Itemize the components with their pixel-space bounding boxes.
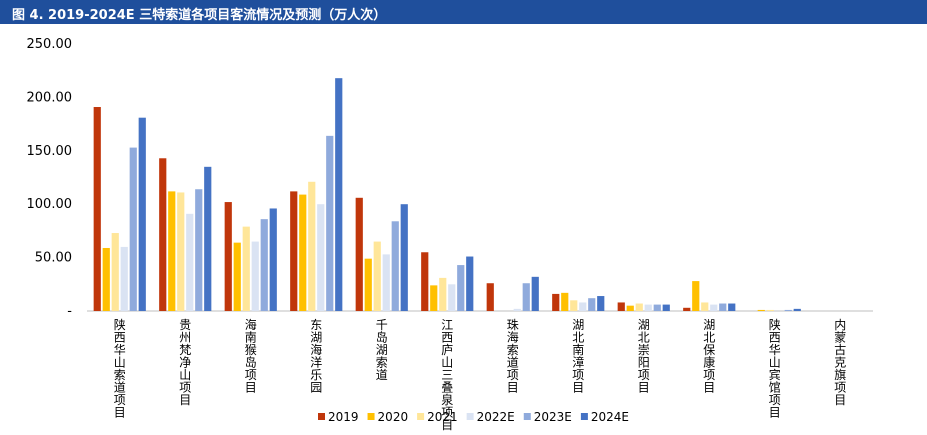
bar [448, 284, 456, 311]
bar [335, 78, 343, 311]
x-category-label: 千岛湖索道 [376, 318, 388, 382]
legend-label: 2023E [534, 410, 572, 424]
bar [120, 246, 128, 311]
legend-swatch [318, 413, 325, 420]
bar [597, 296, 605, 311]
bar [513, 308, 521, 311]
bar [421, 252, 429, 311]
y-tick-label: 200.00 [27, 90, 73, 105]
bar [102, 247, 110, 311]
bar-chart: 250.00 200.00 150.00 100.00 50.00 - 陕西华山索道项目 贵州… [27, 37, 873, 432]
bar [635, 303, 643, 311]
bar [233, 242, 241, 311]
bar [317, 204, 325, 311]
legend-swatch [580, 413, 588, 420]
bar [653, 304, 661, 311]
bar [224, 202, 232, 311]
bar [186, 213, 194, 311]
bar [168, 191, 176, 311]
legend-swatch [466, 413, 474, 420]
bar [299, 194, 307, 311]
legend-swatch [523, 413, 531, 420]
bar [552, 293, 560, 311]
bar [326, 135, 334, 311]
bar [766, 309, 774, 311]
legend-swatch [417, 413, 425, 420]
bar [701, 302, 709, 311]
x-category-label: 湖北崇阳项目 [638, 317, 650, 395]
bar [111, 233, 119, 311]
bar [177, 192, 185, 311]
bar [129, 147, 137, 311]
x-category-label: 湖北保康项目 [703, 317, 715, 395]
x-category-label: 湖北南漳项目 [572, 317, 584, 395]
legend-label: 2024E [591, 410, 629, 424]
title-bar: 图 4. 2019-2024E 三特索道各项目客流情况及预测（万人次） [0, 0, 927, 24]
bar [373, 241, 381, 311]
bar [522, 283, 530, 311]
bar [260, 219, 268, 311]
bar [570, 300, 578, 311]
bar [457, 265, 465, 311]
y-tick-label: - [67, 304, 72, 319]
bar [93, 107, 101, 312]
bar [242, 226, 250, 311]
bar [204, 166, 212, 311]
bar [561, 292, 569, 311]
bar [269, 208, 277, 311]
bar [290, 191, 298, 311]
x-category-label: 内蒙古克旗项目 [834, 318, 846, 407]
bar [617, 302, 625, 311]
bar [579, 302, 587, 311]
x-category-label: 贵州梵净山项目 [179, 318, 191, 407]
bar [531, 276, 539, 311]
bar [719, 303, 727, 311]
legend-label: 2021 [427, 410, 458, 424]
bar [588, 298, 596, 311]
bar [400, 204, 408, 311]
bar [728, 303, 736, 311]
x-category-label: 东湖海洋乐园 [310, 318, 322, 395]
x-category-label: 江西庐山三叠泉项目 [441, 318, 453, 432]
bar [692, 281, 700, 311]
bar [382, 254, 390, 311]
bar [251, 241, 259, 311]
bar [138, 117, 146, 311]
bar [355, 197, 363, 311]
x-category-label: 陕西华山索道项目 [114, 317, 126, 420]
bar [793, 308, 801, 311]
legend-label: 2020 [378, 410, 409, 424]
y-tick-label: 100.00 [27, 197, 73, 212]
bar [159, 158, 167, 311]
bar [644, 304, 652, 311]
bar [784, 309, 792, 311]
bar [757, 309, 765, 311]
y-tick-label: 250.00 [27, 37, 73, 52]
x-category-label: 珠海索道项目 [507, 318, 519, 395]
x-category-label: 海南猴岛项目 [245, 317, 257, 395]
bar [466, 256, 474, 311]
y-tick-label: 150.00 [27, 144, 73, 159]
bar [430, 285, 438, 311]
legend-label: 2022E [477, 410, 515, 424]
bar [308, 181, 316, 311]
bar [710, 304, 718, 311]
bar [391, 221, 399, 311]
legend-label: 2019 [328, 410, 359, 424]
bar [195, 189, 203, 311]
bar [683, 307, 691, 311]
x-category-label: 陕西华山宾馆项目 [769, 317, 781, 420]
y-tick-label: 50.00 [35, 251, 72, 266]
chart-title: 图 4. 2019-2024E 三特索道各项目客流情况及预测（万人次） [12, 8, 387, 23]
bar [439, 277, 447, 311]
bar [662, 304, 670, 311]
bar [364, 258, 372, 311]
bar [486, 283, 494, 311]
legend-swatch [367, 413, 375, 420]
bar [626, 305, 634, 311]
